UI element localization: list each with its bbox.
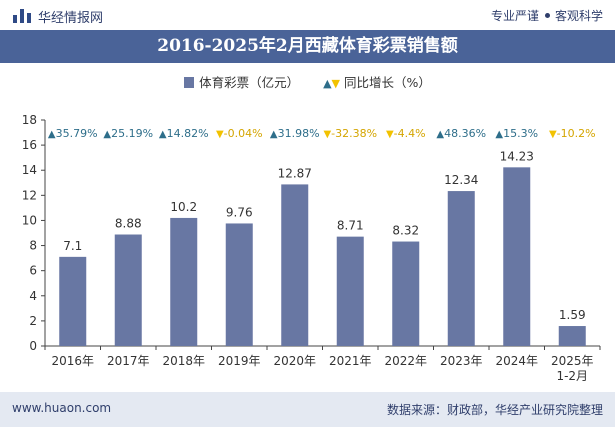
tagline: 专业严谨 客观科学 — [491, 7, 603, 24]
triangle-up-icon: ▲ — [436, 129, 444, 140]
triangle-up-icon: ▲ — [270, 129, 278, 140]
y-tick-label: 14 — [22, 163, 37, 177]
growth-value: 35.79% — [56, 127, 98, 140]
growth-label: ▲31.98% — [270, 127, 320, 140]
x-tick-label: 2018年 — [162, 354, 205, 368]
bar-value-label: 8.88 — [115, 217, 142, 231]
triangle-up-icon: ▲ — [103, 129, 111, 140]
growth-label: ▲15.3% — [495, 127, 538, 140]
chart-title: 2016-2025年2月西藏体育彩票销售额 — [157, 36, 458, 56]
x-tick-label: 2021年 — [329, 354, 372, 368]
tagline-right: 客观科学 — [554, 9, 603, 23]
growth-value: -10.2% — [557, 127, 596, 140]
triangle-down-icon: ▼ — [216, 129, 224, 140]
brand-name: 华经情报网 — [38, 11, 104, 26]
bar-value-label: 8.32 — [392, 224, 419, 238]
dot-icon — [544, 13, 550, 18]
x-tick-label: 2020年 — [273, 354, 316, 368]
x-tick-label: 2024年 — [495, 354, 538, 368]
top-bar: 华经情报网 专业严谨 客观科学 — [0, 0, 615, 30]
x-tick-label: 2022年 — [384, 354, 427, 368]
footer-url: www.huaon.com — [12, 401, 112, 415]
bar-value-label: 12.87 — [278, 166, 312, 180]
y-tick-label: 10 — [22, 213, 37, 227]
triangle-down-icon: ▼ — [549, 129, 557, 140]
legend-item-growth: ▲▼ 同比增长（%） — [323, 72, 431, 91]
bar — [336, 236, 364, 346]
y-tick-label: 2 — [29, 314, 37, 328]
triangle-up-icon: ▲ — [159, 129, 167, 140]
legend-swatch-bar — [184, 77, 195, 88]
bar — [59, 256, 87, 346]
x-tick-label: 2023年 — [440, 354, 483, 368]
bar — [170, 217, 198, 346]
bar-value-label: 14.23 — [500, 149, 534, 163]
logo-bars-icon — [13, 9, 31, 23]
bar — [447, 191, 475, 346]
growth-label: ▼-4.4% — [386, 127, 426, 140]
growth-value: 25.19% — [111, 127, 153, 140]
growth-value: 48.36% — [444, 127, 486, 140]
growth-label: ▼-10.2% — [549, 127, 596, 140]
growth-label: ▼-0.04% — [216, 127, 263, 140]
bar-value-label: 10.2 — [170, 200, 197, 214]
bar — [281, 184, 309, 346]
bar — [558, 326, 586, 346]
growth-label: ▲14.82% — [159, 127, 209, 140]
x-tick-label: 2019年 — [218, 354, 261, 368]
growth-value: 14.82% — [167, 127, 209, 140]
bar-value-label: 9.76 — [226, 205, 253, 219]
legend-label-bar: 体育彩票（亿元） — [199, 75, 300, 90]
triangle-up-icon: ▲ — [323, 77, 332, 90]
y-tick-label: 4 — [29, 289, 37, 303]
tagline-left: 专业严谨 — [490, 9, 539, 23]
y-tick-label: 6 — [29, 264, 37, 278]
y-tick-label: 8 — [29, 239, 37, 253]
growth-label: ▼-32.38% — [323, 127, 377, 140]
legend-item-bar: 体育彩票（亿元） — [184, 72, 299, 91]
x-tick-label: 2016年 — [51, 354, 94, 368]
triangle-up-icon: ▲ — [495, 129, 503, 140]
growth-label: ▲25.19% — [103, 127, 153, 140]
footer-source: 数据来源：财政部，华经产业研究院整理 — [386, 403, 603, 417]
bar — [225, 223, 253, 346]
bar-value-label: 8.71 — [337, 219, 364, 233]
growth-label: ▲35.79% — [48, 127, 98, 140]
y-tick-label: 16 — [22, 138, 37, 152]
bar — [392, 241, 420, 346]
growth-value: -4.4% — [394, 127, 426, 140]
title-bar: 2016-2025年2月西藏体育彩票销售额 — [0, 30, 615, 63]
y-tick-label: 0 — [29, 339, 37, 353]
x-tick-label: 1-2月 — [556, 369, 588, 383]
bar-value-label: 12.34 — [444, 173, 478, 187]
legend-label-growth: 同比增长（%） — [344, 75, 431, 90]
x-tick-label: 2017年 — [107, 354, 150, 368]
growth-label: ▲48.36% — [436, 127, 486, 140]
bar-chart: 0246810121416187.1▲35.79%2016年8.88▲25.19… — [22, 113, 601, 383]
y-tick-label: 12 — [22, 188, 37, 202]
growth-value: -32.38% — [331, 127, 377, 140]
legend: 体育彩票（亿元） ▲▼ 同比增长（%） — [0, 72, 615, 90]
triangle-down-icon: ▼ — [386, 129, 394, 140]
growth-value: 15.3% — [503, 127, 538, 140]
triangle-up-icon: ▲ — [48, 129, 56, 140]
x-tick-label: 2025年 — [551, 354, 594, 368]
growth-value: -0.04% — [224, 127, 263, 140]
growth-value: 31.98% — [278, 127, 320, 140]
bar — [503, 167, 531, 346]
bar-value-label: 7.1 — [63, 239, 82, 253]
bar — [114, 234, 142, 346]
y-tick-label: 18 — [22, 113, 37, 127]
triangle-down-icon: ▼ — [323, 129, 331, 140]
footer: www.huaon.com 数据来源：财政部，华经产业研究院整理 — [0, 392, 615, 427]
triangle-down-icon: ▼ — [331, 77, 341, 90]
bar-value-label: 1.59 — [559, 308, 586, 322]
